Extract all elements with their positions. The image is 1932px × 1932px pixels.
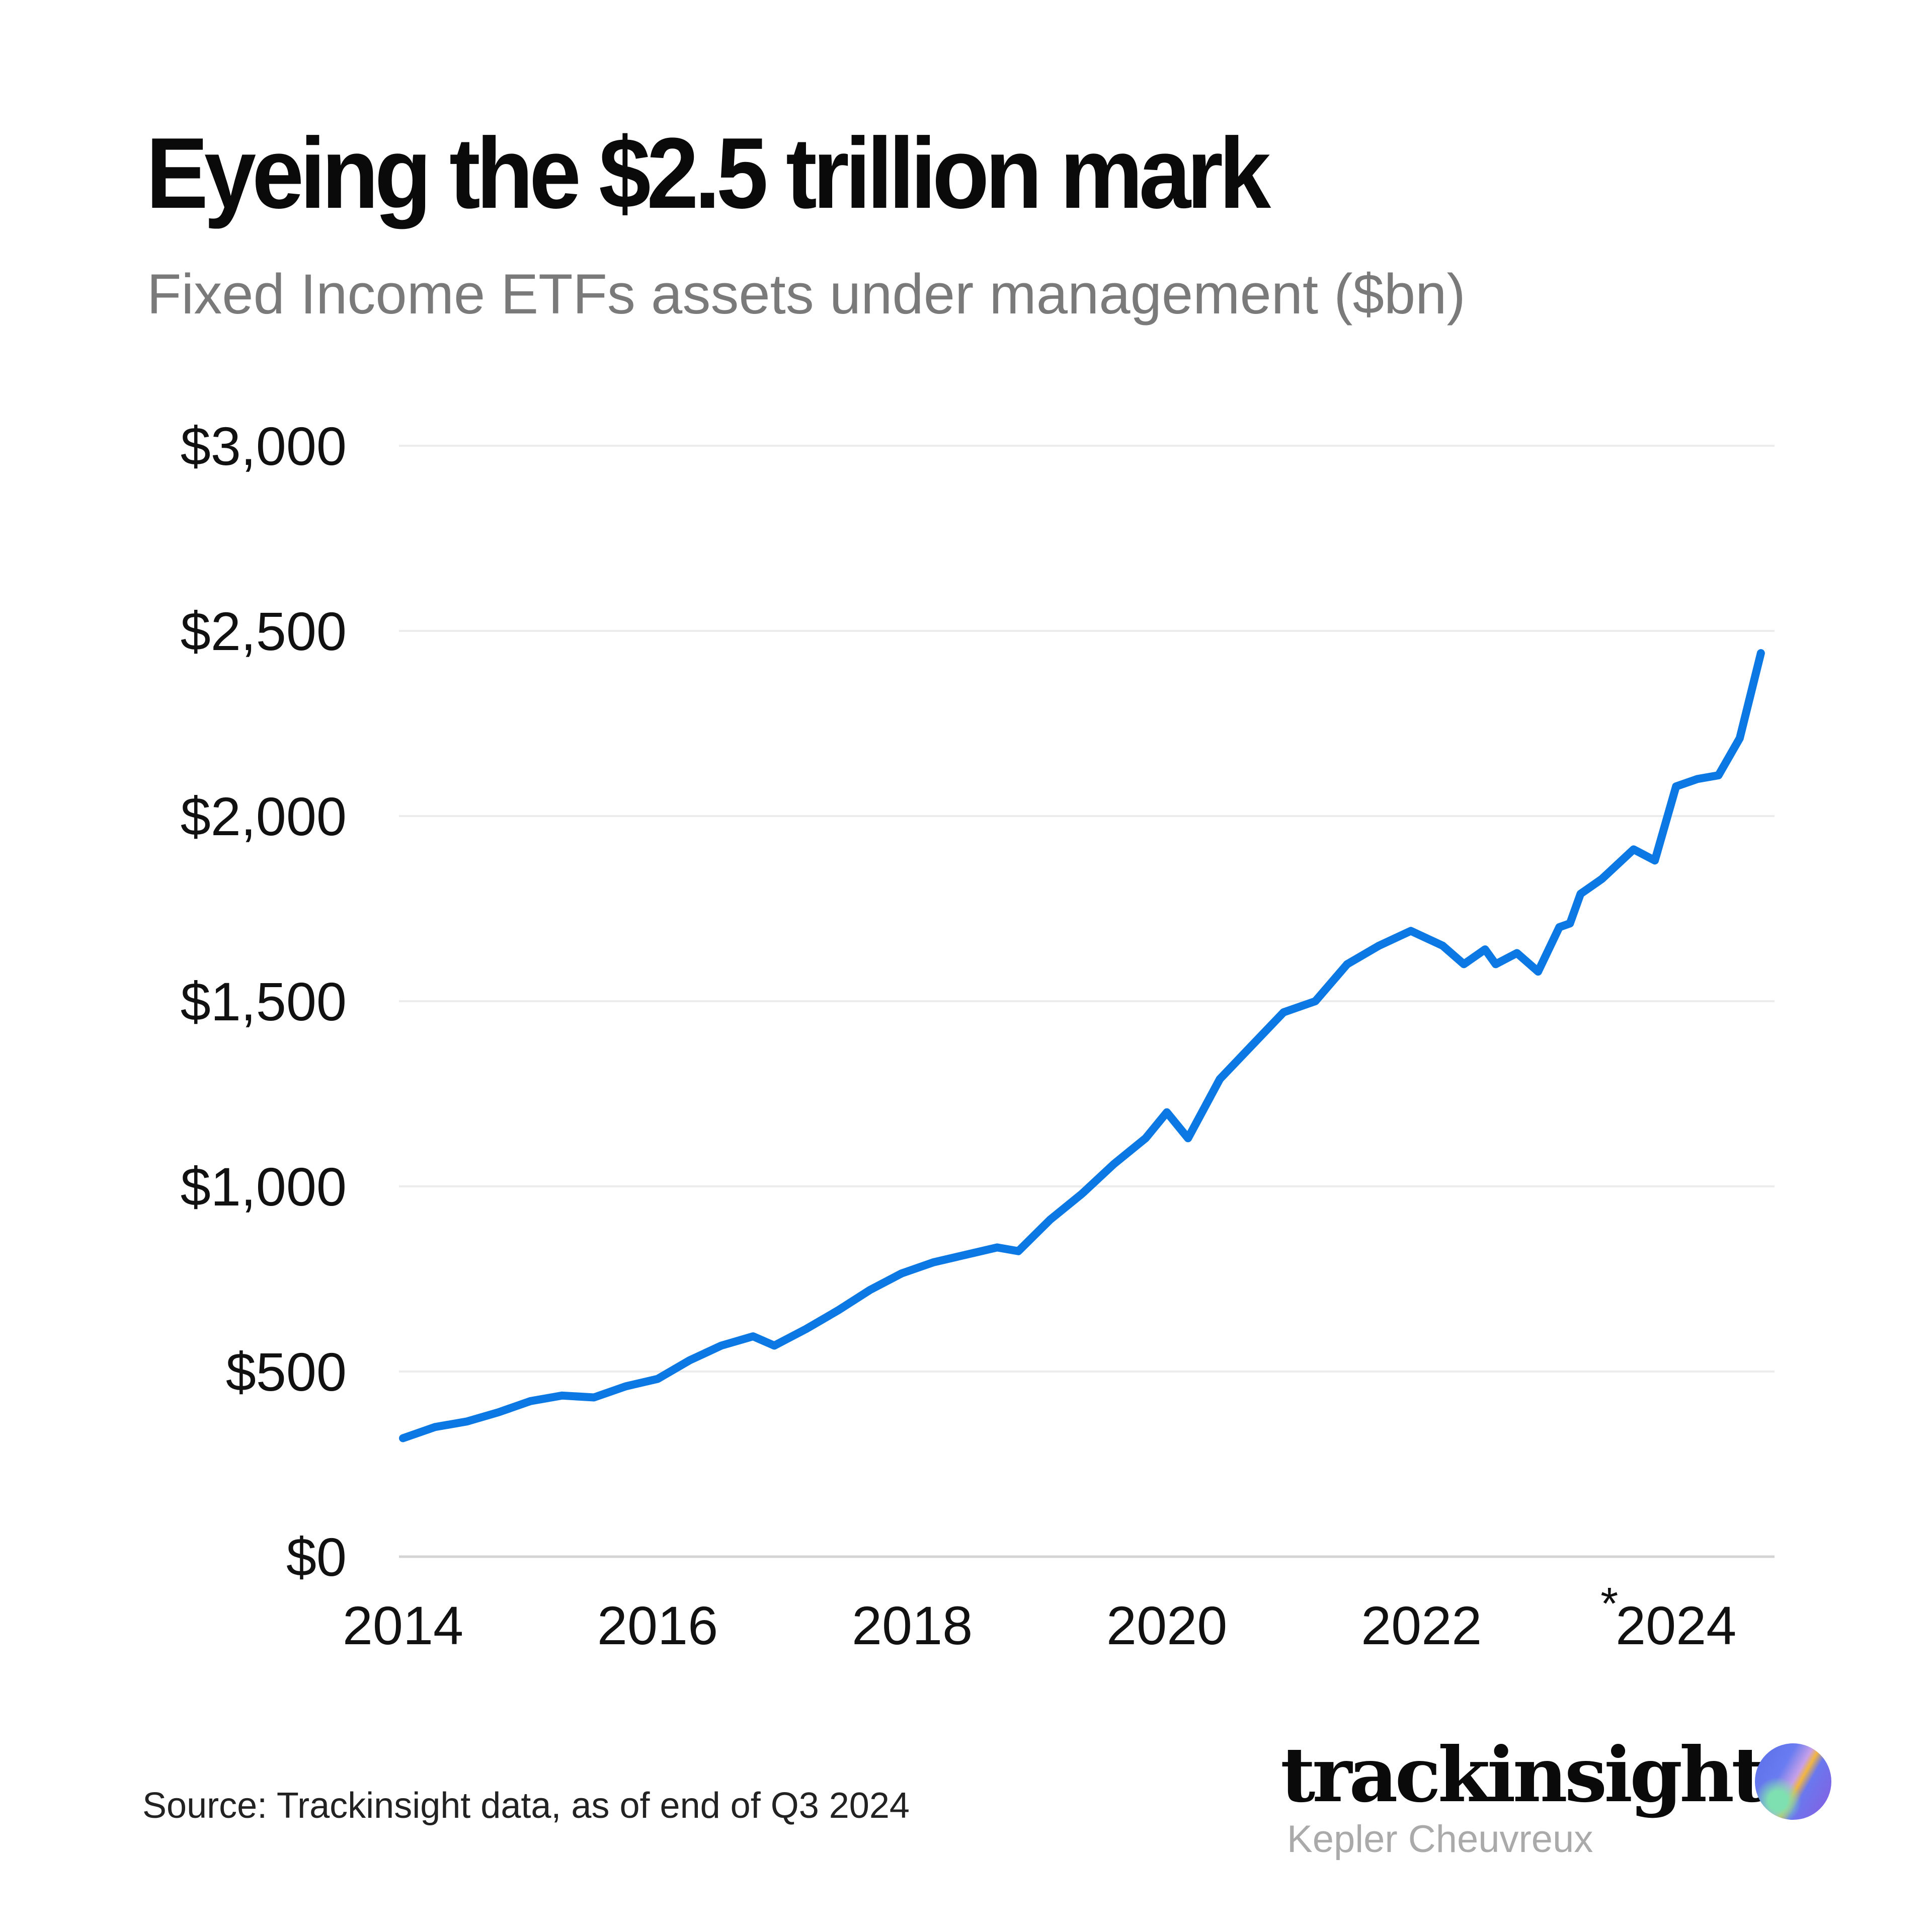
logo-subtitle: Kepler Cheuvreux	[1287, 1818, 1593, 1861]
x-tick-label: 2014	[343, 1595, 463, 1656]
x-tick-annotation: *	[1600, 1579, 1618, 1629]
source-note: Source: Trackinsight data, as of end of …	[142, 1786, 910, 1826]
x-tick-label: 2016	[597, 1595, 718, 1656]
y-tick-label: $2,500	[181, 601, 347, 662]
y-tick-label: $500	[226, 1341, 347, 1402]
y-tick-label: $3,000	[181, 416, 347, 476]
logo-circle-icon	[1755, 1743, 1831, 1820]
trackinsight-logo: trackinsight	[1280, 1731, 1766, 1819]
x-tick-label: 2024	[1616, 1595, 1736, 1656]
x-tick-label: 2020	[1106, 1595, 1227, 1656]
y-tick-label: $1,000	[181, 1156, 347, 1217]
y-tick-label: $0	[286, 1526, 347, 1587]
chart-subtitle: Fixed Income ETFs assets under managemen…	[147, 263, 1466, 326]
series-line	[399, 649, 1765, 1442]
x-axis-ticks: 2014 2016 2018 2020 2022 2024*	[343, 1579, 1737, 1656]
chart-title: Eyeing the $2.5 trillion mark	[146, 117, 1271, 229]
x-tick-label: 2022	[1361, 1595, 1482, 1656]
y-axis-ticks: $0 $500 $1,000 $1,500 $2,000 $2,500 $3,000	[181, 416, 347, 1587]
x-tick-label: 2018	[852, 1595, 973, 1656]
y-tick-label: $2,000	[181, 786, 347, 847]
y-tick-label: $1,500	[181, 971, 347, 1032]
